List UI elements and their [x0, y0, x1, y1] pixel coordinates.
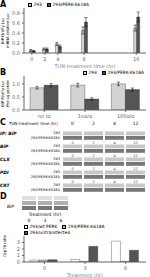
svg-text:2: 2 [92, 154, 94, 158]
svg-text:16: 16 [133, 56, 139, 62]
svg-text:293/PERK-K618A: 293/PERK-K618A [31, 149, 61, 153]
svg-text:6: 6 [124, 265, 127, 271]
svg-text:1.0: 1.0 [12, 81, 20, 87]
html-text:293/PERK-K618A: 293/PERK-K618A [107, 70, 144, 75]
svg-text:4: 4 [56, 56, 59, 62]
svg-text:0: 0 [28, 218, 31, 223]
svg-text:12: 12 [133, 141, 137, 145]
svg-text:TUN-treatment time (hr): TUN-treatment time (hr) [54, 63, 116, 68]
html-text:A: A [0, 0, 7, 9]
svg-text:2: 2 [43, 56, 46, 62]
svg-text:293: 293 [53, 144, 60, 148]
svg-text:0: 0 [71, 167, 73, 171]
html-text:293: 293 [33, 2, 42, 7]
svg-text:0: 0 [17, 259, 20, 265]
html-text:293/wt PERK: 293/wt PERK [29, 224, 58, 229]
html-text:293/untransfected: 293/untransfected [29, 230, 71, 235]
svg-text:2: 2 [92, 121, 95, 126]
html-text:Grp78 ratio: Grp78 ratio [2, 235, 8, 257]
svg-text:293: 293 [53, 170, 60, 174]
svg-text:4: 4 [113, 180, 116, 184]
svg-text:3: 3 [44, 218, 47, 223]
svg-text:PDI: PDI [8, 170, 9, 175]
svg-text:4: 4 [113, 154, 116, 158]
svg-text:0.8: 0.8 [12, 10, 20, 16]
svg-text:0: 0 [30, 56, 33, 62]
svg-text:293/PERK-K618A: 293/PERK-K618A [31, 175, 61, 179]
svg-text:no tg: no tg [38, 113, 51, 118]
html-text:B: B [0, 68, 7, 77]
svg-text:12: 12 [133, 154, 137, 158]
svg-text:1: 1 [17, 252, 20, 258]
svg-text:4: 4 [113, 141, 116, 145]
svg-text:0: 0 [43, 265, 46, 271]
html-text:293: 293 [88, 70, 97, 75]
svg-text:3: 3 [83, 265, 86, 271]
svg-text:0: 0 [71, 154, 73, 158]
svg-text:2: 2 [92, 180, 94, 184]
svg-text:CRT: CRT [8, 183, 11, 188]
svg-text:293/PERK-K618A: 293/PERK-K618A [31, 136, 61, 140]
svg-text:293/PERK-K618A: 293/PERK-K618A [31, 188, 61, 192]
svg-text:3: 3 [17, 239, 20, 245]
svg-text:293: 293 [53, 157, 60, 161]
svg-text:4: 4 [113, 167, 116, 171]
svg-text:CLX: CLX [8, 157, 10, 162]
svg-text:0.5: 0.5 [12, 94, 20, 100]
svg-text:12: 12 [133, 167, 137, 171]
svg-text:293: 293 [53, 131, 60, 135]
html-text:293/PERK-K618A: 293/PERK-K618A [67, 224, 105, 229]
svg-text:2: 2 [92, 141, 94, 145]
svg-text:293/PERK-K618A: 293/PERK-K618A [31, 162, 61, 166]
svg-text:BiP: BiP [8, 144, 9, 149]
svg-text:12: 12 [133, 121, 139, 126]
html-text:BIP-Firefly Luc mRNA relative: BIP-Firefly Luc mRNA relative Luc [0, 13, 10, 48]
svg-text:100g/g: 100g/g [117, 113, 135, 118]
svg-text:4: 4 [113, 121, 116, 126]
svg-text:0.0: 0.0 [12, 107, 20, 113]
svg-text:1ng/g: 1ng/g [78, 113, 92, 118]
svg-text:Treatment (hr): Treatment (hr) [28, 212, 62, 217]
html-text:BIP-Firefly Luc Per ug protein: BIP-Firefly Luc Per ug protein [0, 79, 10, 107]
svg-text:0: 0 [71, 180, 73, 184]
svg-text:6: 6 [60, 218, 63, 223]
svg-text:12: 12 [133, 180, 137, 184]
svg-text:0.0: 0.0 [12, 50, 20, 56]
svg-text:8: 8 [82, 56, 85, 62]
svg-text:2: 2 [92, 167, 94, 171]
svg-text:293: 293 [53, 183, 60, 187]
svg-text:2: 2 [17, 246, 20, 252]
svg-text:TUN-treatment time (hr): TUN-treatment time (hr) [8, 121, 58, 126]
svg-text:0: 0 [71, 141, 73, 145]
svg-text:0: 0 [71, 121, 74, 126]
svg-text:Treatment (hr): Treatment (hr) [66, 272, 103, 277]
html-text:293/PERK-K618A: 293/PERK-K618A [52, 2, 89, 7]
svg-text:IP: BiP: IP: BiP [8, 131, 17, 136]
svg-text:0.2: 0.2 [12, 40, 20, 46]
svg-text:0.6: 0.6 [12, 20, 20, 26]
svg-text:0.4: 0.4 [12, 30, 20, 36]
svg-text:BiP: BiP [8, 204, 14, 209]
